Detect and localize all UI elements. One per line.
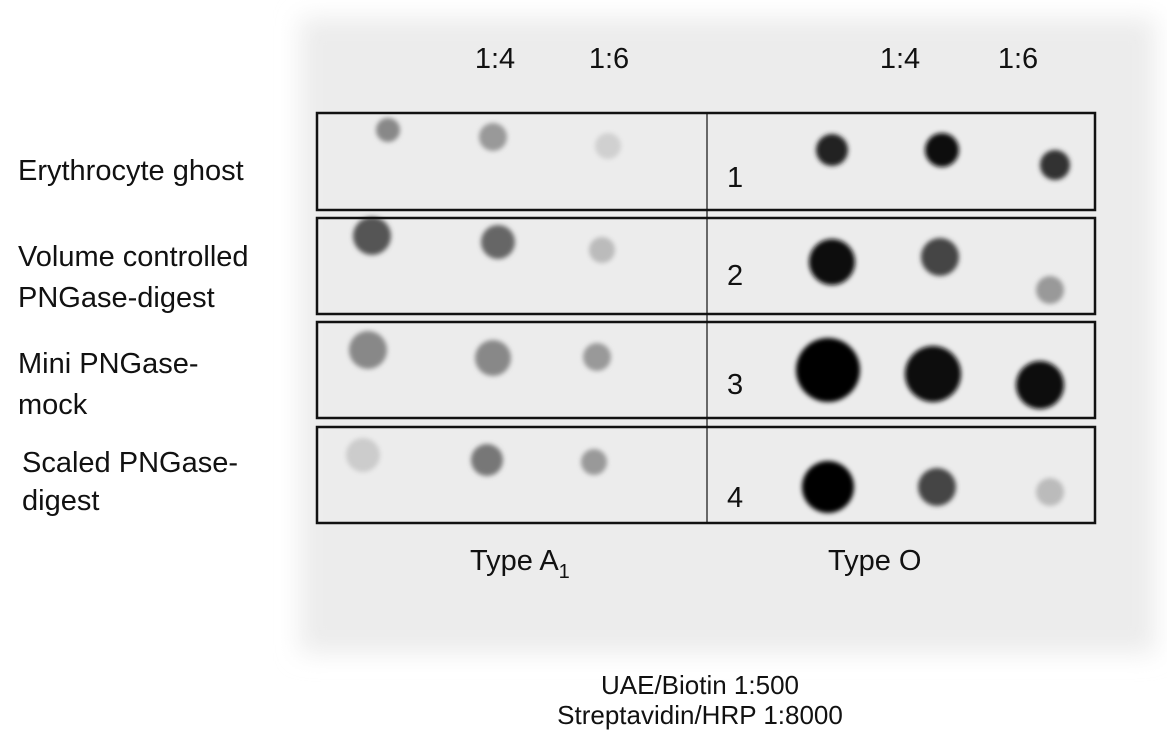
footer-line: Streptavidin/HRP 1:8000 [557, 700, 843, 730]
row-boxes [315, 111, 1097, 525]
blot-dot [595, 133, 621, 159]
group-label: Type O [828, 545, 922, 577]
row-number: 4 [727, 482, 743, 514]
blot-dot [1016, 361, 1064, 409]
column-label: 1:4 [475, 43, 515, 75]
blot-dot [471, 444, 503, 476]
blot-dot [921, 238, 959, 276]
row-number: 3 [727, 369, 743, 401]
blot-dot [376, 118, 400, 142]
blot-dot [583, 343, 611, 371]
group-subscript: 1 [559, 561, 570, 583]
row-label: Scaled PNGase- [22, 447, 238, 479]
blot-dot [346, 438, 380, 472]
blot-dot [353, 217, 391, 255]
blot-dot [589, 237, 615, 263]
blot-dot [796, 338, 860, 402]
column-label: 1:6 [998, 43, 1038, 75]
blot-dot [925, 133, 959, 167]
column-label: 1:6 [589, 43, 629, 75]
row-label: Volume controlled [18, 241, 249, 273]
blot-dot [1036, 478, 1064, 506]
blot-dot [349, 331, 387, 369]
blot-dot [905, 346, 961, 402]
group-text: Type A [470, 545, 559, 577]
blot-dot [481, 225, 515, 259]
blot-dot [581, 449, 607, 475]
footer-line: UAE/Biotin 1:500 [601, 670, 799, 700]
row-label: PNGase-digest [18, 282, 215, 314]
row-label: Mini PNGase- [18, 348, 199, 380]
row-number: 1 [727, 162, 743, 194]
row-label: digest [22, 485, 99, 517]
dots [346, 118, 1070, 513]
blot-dot [809, 239, 855, 285]
blot-dot [479, 123, 507, 151]
blot-dot [802, 461, 854, 513]
membrane [300, 18, 1155, 653]
blot-dot [1040, 150, 1070, 180]
row-number: 2 [727, 260, 743, 292]
group-label: Type A1 [470, 545, 570, 583]
row-label: Erythrocyte ghost [18, 155, 244, 187]
blot-dot [475, 340, 511, 376]
blot-dot [1036, 276, 1064, 304]
blot-dot [918, 468, 956, 506]
column-label: 1:4 [880, 43, 920, 75]
blot-dot [816, 134, 848, 166]
row-label: mock [18, 389, 88, 421]
